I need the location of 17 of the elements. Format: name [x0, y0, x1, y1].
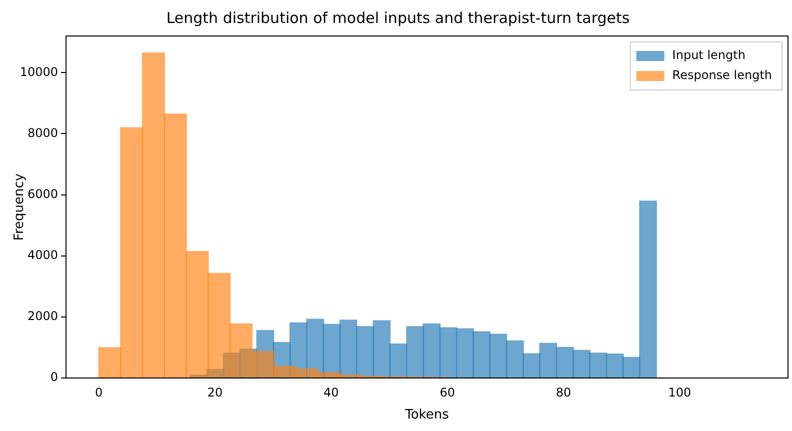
y-axis-title: Frequency — [12, 173, 28, 241]
y-tick-label: 4000 — [27, 248, 58, 262]
x-tick-label: 0 — [95, 385, 103, 400]
x-tick-label: 40 — [324, 385, 339, 400]
y-tick-label: 8000 — [27, 126, 58, 140]
legend-label: Response length — [672, 68, 772, 82]
x-tick-label: 100 — [668, 385, 692, 400]
x-tick-label: 80 — [556, 385, 572, 400]
x-tick-label: 60 — [440, 385, 455, 400]
y-tick-label: 0 — [50, 370, 58, 384]
y-tick-label: 2000 — [27, 309, 58, 324]
y-tick-label: 6000 — [27, 186, 58, 201]
x-axis-title: Tokens — [404, 408, 450, 423]
chart-title: Length distribution of model inputs and therapist-turn targets — [166, 8, 630, 27]
x-tick-label: 20 — [207, 385, 223, 400]
y-tick-label: 10000 — [20, 64, 58, 79]
legend-label: Input length — [672, 48, 746, 62]
